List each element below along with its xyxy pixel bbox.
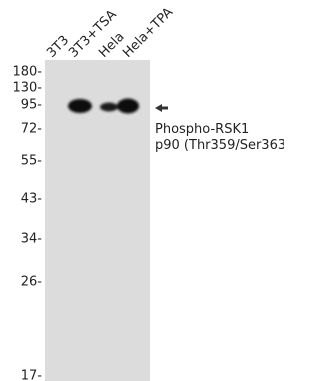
marker-label: 34- [21,232,43,247]
marker-label: 43- [21,192,43,207]
marker-label: 72- [21,122,43,137]
arrow [155,104,168,112]
band [117,99,139,114]
lane-label: Hela+TPA [120,5,176,61]
lane-label: 3T3 [44,33,72,61]
marker-label: 17- [21,369,43,381]
band [100,103,118,112]
page: 3T3 3T3+TSA Hela Hela+TPA 180- 130- 95- … [0,0,320,381]
western-blot-figure: 3T3 3T3+TSA Hela Hela+TPA 180- 130- 95- … [0,0,284,381]
target-detail: p90 (Thr359/Ser363) [155,138,284,153]
marker-label: 95- [21,98,43,113]
marker-label: 130- [12,81,42,96]
marker-label: 55- [21,154,43,169]
target-name: Phospho-RSK1 [155,122,249,137]
band [68,99,92,113]
marker-label: 26- [21,275,43,290]
marker-label: 180- [12,65,42,80]
